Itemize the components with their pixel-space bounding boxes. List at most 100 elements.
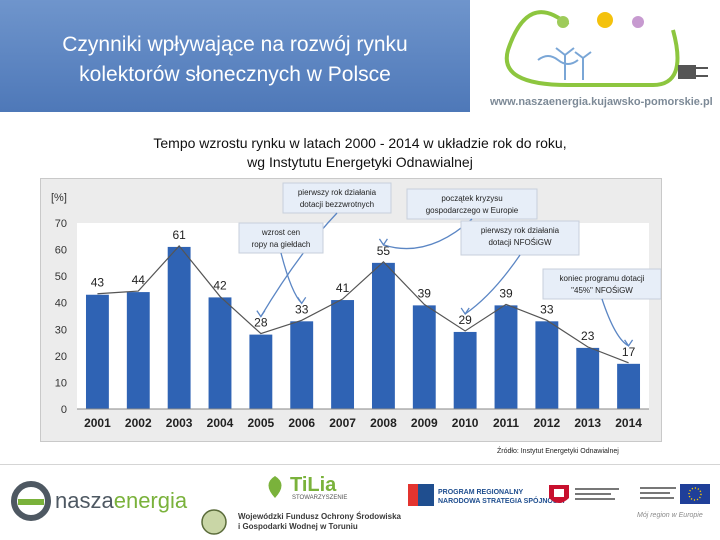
annotation-line-1: pierwszy rok działania	[298, 188, 377, 197]
bar-2004	[208, 297, 232, 409]
x-tick-label: 2008	[370, 416, 397, 430]
data-label-2004: 42	[213, 278, 227, 292]
bar-2002	[126, 292, 150, 409]
bar-2001	[85, 294, 109, 409]
annotation-box	[542, 268, 661, 300]
bar-chart: 0 10 20 30 40 50 60 70 [%] 43 44 61 42 28 33 41 55 39 29 39…	[51, 182, 661, 430]
y-tick-label: 40	[55, 298, 67, 310]
data-label-2006: 33	[295, 302, 309, 316]
annotation-line-1: pierwszy rok działania	[481, 226, 560, 235]
title-banner: Czynniki wpływające na rozwój rynku kole…	[0, 0, 470, 112]
bar-2010	[453, 331, 477, 409]
program-line-1: PROGRAM REGIONALNY	[438, 489, 524, 496]
flower-icon	[557, 16, 569, 28]
program-regionalny-logo: PROGRAM REGIONALNY NARODOWA STRATEGIA SP…	[438, 488, 565, 506]
data-label-2003: 61	[172, 228, 186, 242]
y-tick-label: 20	[55, 351, 67, 363]
tilia-subtitle: STOWARZYSZENIE	[292, 495, 348, 501]
annotation-line-2: ropy na giełdach	[252, 240, 311, 249]
x-tick-label: 2012	[534, 416, 561, 430]
data-label-2011: 39	[499, 286, 513, 300]
bar-2012	[535, 321, 559, 409]
bar-2008	[371, 262, 395, 409]
annotation-arrowhead	[256, 310, 266, 318]
x-tick-label: 2004	[207, 416, 234, 430]
y-axis-label: [%]	[51, 192, 67, 204]
website-url[interactable]: www.naszaenergia.kujawsko-pomorskie.pl	[490, 96, 713, 108]
data-label-2001: 43	[91, 276, 105, 290]
annotation-line-2: dotacji bezzwrotnych	[300, 200, 374, 209]
data-label-2008: 55	[377, 244, 391, 258]
page-title: Czynniki wpływające na rozwój rynku kole…	[0, 30, 470, 90]
annotation-arrow	[260, 212, 338, 317]
y-tick-label: 50	[55, 271, 67, 283]
x-tick-label: 2007	[329, 416, 356, 430]
y-tick-label: 0	[61, 404, 67, 416]
annotation-box	[282, 182, 392, 214]
plug-icon	[678, 65, 708, 79]
title-line-1: Czynniki wpływające na rozwój rynku	[62, 33, 408, 56]
wfos-line-1: Wojewódzki Fundusz Ochrony Środowiska	[238, 512, 401, 521]
bar-2011	[494, 305, 518, 409]
y-tick-label: 30	[55, 324, 67, 336]
annotation-arrow	[464, 254, 521, 315]
data-label-2014: 17	[622, 345, 636, 359]
footer-divider	[0, 464, 720, 465]
x-tick-label: 2009	[411, 416, 438, 430]
wfos-line-2: i Gospodarki Wodnej w Toruniu	[238, 522, 358, 531]
data-label-2005: 28	[254, 316, 268, 330]
annotation-arrowhead	[378, 238, 388, 247]
x-tick-label: 2003	[166, 416, 193, 430]
trend-line	[97, 244, 629, 364]
x-tick-label: 2002	[125, 416, 152, 430]
x-tick-label: 2006	[288, 416, 315, 430]
sun-icon	[597, 12, 613, 28]
title-line-2: kolektorów słonecznych w Polsce	[79, 63, 391, 86]
annotation-line-2: dotacji NFOŚiGW	[488, 238, 552, 247]
annotation-arrowhead	[297, 296, 307, 305]
annotation-arrow	[601, 298, 629, 347]
annotation-line-1: początek kryzysu	[441, 194, 502, 203]
footer	[0, 466, 720, 540]
logo-nasza: nasza	[55, 488, 114, 513]
bar-2013	[576, 347, 600, 409]
annotation-box	[238, 222, 324, 254]
wind-turbine-icon	[555, 47, 592, 80]
data-label-2007: 41	[336, 281, 350, 295]
naszaenergia-eco-logo	[504, 10, 708, 87]
leaf-icon	[632, 16, 644, 28]
voivodeship-crest-icon	[549, 485, 569, 503]
wfos-logo: Wojewódzki Fundusz Ochrony Środowiska i …	[238, 512, 401, 532]
bar-2007	[331, 300, 355, 409]
naszaenergia-e-icon	[11, 481, 51, 521]
annotation-arrowhead	[624, 339, 634, 348]
annotation-box	[460, 220, 580, 256]
bar-2014	[617, 363, 641, 409]
y-tick-label: 70	[55, 218, 67, 230]
tilia-leaf-icon	[268, 476, 282, 498]
data-label-2010: 29	[458, 313, 472, 327]
nss-logo-icon	[408, 484, 434, 506]
logo-energia: energia	[113, 488, 188, 513]
annotation-line-1: wzrost cen	[261, 228, 300, 237]
x-tick-label: 2001	[84, 416, 111, 430]
tilia-logo: TiLia	[290, 474, 337, 496]
x-tick-label: 2011	[493, 416, 519, 430]
data-label-2009: 39	[418, 286, 432, 300]
subtitle-line-1: Tempo wzrostu rynku w latach 2000 - 2014…	[153, 135, 567, 151]
source-note: Źródło: Instytut Energetyki Odnawialnej	[497, 448, 619, 455]
bar-2005	[249, 334, 273, 409]
eu-text-icon	[640, 487, 676, 499]
data-label-2012: 33	[540, 302, 554, 316]
annotation-arrowhead	[460, 307, 470, 316]
annotation-line-2: gospodarczego w Europie	[426, 206, 519, 215]
data-label-2002: 44	[132, 273, 146, 287]
data-label-2013: 23	[581, 329, 595, 343]
x-tick-label: 2010	[452, 416, 479, 430]
bar-2006	[290, 321, 314, 409]
bar-2009	[412, 305, 436, 409]
subtitle-line-2: wg Instytutu Energetyki Odnawialnej	[247, 154, 473, 170]
x-tick-label: 2005	[248, 416, 275, 430]
water-wave-icon	[537, 55, 579, 65]
annotation-line-2: "45%" NFOŚiGW	[571, 286, 633, 295]
